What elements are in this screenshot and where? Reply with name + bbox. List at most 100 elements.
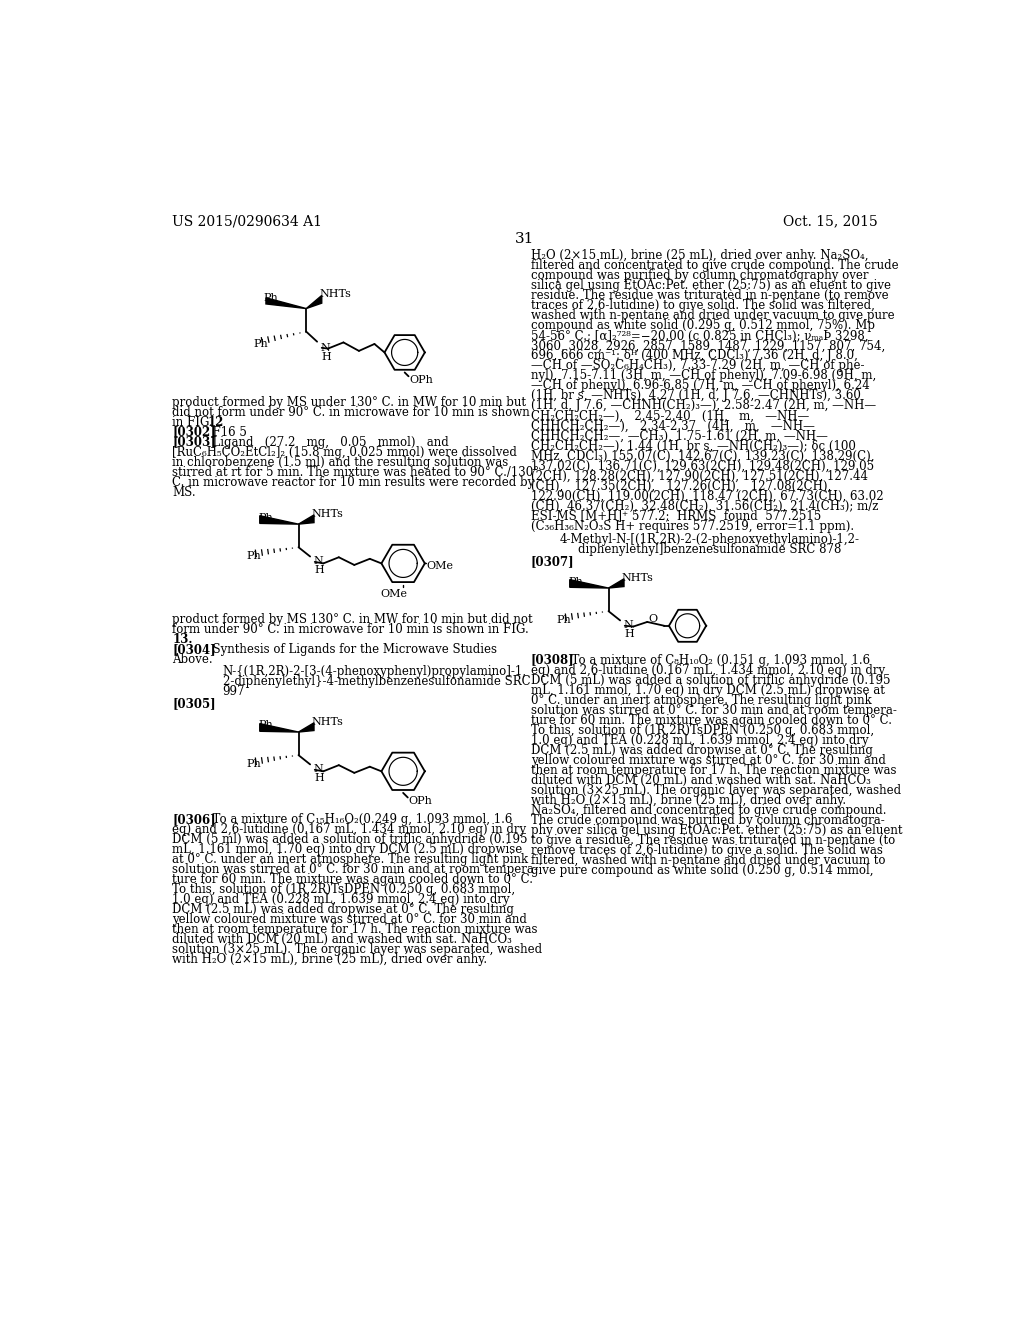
Text: 122.90(CH), 119.00(2CH), 118.47 (2CH), 67.73(CH), 63.02: 122.90(CH), 119.00(2CH), 118.47 (2CH), 6… [531,490,884,503]
Text: Ph: Ph [247,552,261,561]
Text: ture for 60 min. The mixture was again cooled down to 0° C.: ture for 60 min. The mixture was again c… [531,714,892,726]
Text: in FIG.: in FIG. [172,416,217,429]
Polygon shape [306,296,322,309]
Polygon shape [569,579,608,589]
Text: DCM (5 ml) was added a solution of triflic anhydride (0.195: DCM (5 ml) was added a solution of trifl… [172,833,527,846]
Text: diluted with DCM (20 mL) and washed with sat. NaHCO₃: diluted with DCM (20 mL) and washed with… [172,933,512,946]
Text: compound was purified by column chromatography over: compound was purified by column chromato… [531,269,868,282]
Text: 54-56° C.; [α]₂⁷²⁸=−20.00 (c 0.825 in CHCl₃); νₘₐϷ 3298,: 54-56° C.; [α]₂⁷²⁸=−20.00 (c 0.825 in CH… [531,330,868,342]
Text: ture for 60 min. The mixture was again cooled down to 0° C.: ture for 60 min. The mixture was again c… [172,873,534,886]
Text: 0° C. under an inert atmosphere. The resulting light pink: 0° C. under an inert atmosphere. The res… [531,693,871,706]
Text: Oct. 15, 2015: Oct. 15, 2015 [782,215,878,228]
Text: N: N [313,764,323,775]
Text: 31: 31 [515,231,535,246]
Text: at 0° C. under an inert atmosphere. The resulting light pink: at 0° C. under an inert atmosphere. The … [172,853,528,866]
Text: US 2015/0290634 A1: US 2015/0290634 A1 [172,215,323,228]
Text: N-{(1R,2R)-2-[3-(4-phenoxyphenyl)propylamino]-1,: N-{(1R,2R)-2-[3-(4-phenoxyphenyl)propyla… [222,665,526,678]
Text: [0308]: [0308] [531,653,574,667]
Text: H: H [314,774,324,783]
Text: remove traces of 2,6-lutidine) to give a solid. The solid was: remove traces of 2,6-lutidine) to give a… [531,843,883,857]
Text: 696, 666 cm⁻¹; δᴴ (400 MHz, CDCl₃) 7.36 (2H, d, J 8.0,: 696, 666 cm⁻¹; δᴴ (400 MHz, CDCl₃) 7.36 … [531,350,858,363]
Text: Ph: Ph [247,759,261,770]
Text: C. in microwave reactor for 10 min results were recorded by: C. in microwave reactor for 10 min resul… [172,475,535,488]
Text: MHz, CDCl₃) 155.07(C), 142.67(C), 139.23(C), 138.29(C),: MHz, CDCl₃) 155.07(C), 142.67(C), 139.23… [531,449,874,462]
Text: [0302]: [0302] [172,425,216,438]
Text: (C₃₆H₃₆N₂O₃S H+ requires 577.2519, error=1.1 ppm).: (C₃₆H₃₆N₂O₃S H+ requires 577.2519, error… [531,520,854,532]
Text: residue. The residue was triturated in n-pentane (to remove: residue. The residue was triturated in n… [531,289,889,302]
Text: traces of 2,6-lutidine) to give solid. The solid was filtered,: traces of 2,6-lutidine) to give solid. T… [531,300,874,313]
Text: 4-Methyl-N-[(1R,2R)-2-(2-phenoxyethylamino)-1,2-: 4-Methyl-N-[(1R,2R)-2-(2-phenoxyethylami… [559,533,859,545]
Text: 1.0 eq) and TEA (0.228 mL, 1.639 mmol, 2.4 eq) into dry: 1.0 eq) and TEA (0.228 mL, 1.639 mmol, 2… [531,734,868,747]
Text: with H₂O (2×15 mL), brine (25 mL), dried over anhy.: with H₂O (2×15 mL), brine (25 mL), dried… [172,953,487,966]
Text: 137.02(C), 136.71(C), 129.63(2CH), 129.48(2CH), 129.05: 137.02(C), 136.71(C), 129.63(2CH), 129.4… [531,459,874,473]
Text: NHTs: NHTs [622,573,653,582]
Text: silica gel using EtOAc:Pet. ether (25:75) as an eluent to give: silica gel using EtOAc:Pet. ether (25:75… [531,280,891,292]
Text: Ph: Ph [254,339,268,348]
Text: Ph: Ph [258,512,273,523]
Text: 2-diphenylethyl}-4-methylbenzenesulfonamide SRC: 2-diphenylethyl}-4-methylbenzenesulfonam… [222,675,530,688]
Polygon shape [260,516,299,524]
Text: NHTs: NHTs [319,289,351,300]
Text: CH₂CH₂CH₂—),   2.45-2.40   (1H,   m,   —NH—: CH₂CH₂CH₂—), 2.45-2.40 (1H, m, —NH— [531,409,809,422]
Text: 1.0 eq) and TEA (0.228 mL, 1.639 mmol, 2.4 eq) into dry: 1.0 eq) and TEA (0.228 mL, 1.639 mmol, 2… [172,892,510,906]
Text: Ph: Ph [557,615,571,624]
Text: OMe: OMe [380,589,408,599]
Text: The crude compound was purified by column chromatogra-: The crude compound was purified by colum… [531,813,885,826]
Text: product formed by MS 130° C. in MW for 10 min but did not: product formed by MS 130° C. in MW for 1… [172,612,532,626]
Text: phy over silica gel using EtOAc:Pet. ether (25:75) as an eluent: phy over silica gel using EtOAc:Pet. eth… [531,824,902,837]
Text: Above.: Above. [172,653,213,665]
Text: solution (3×25 mL). The organic layer was separated, washed: solution (3×25 mL). The organic layer wa… [531,784,901,797]
Text: yellow coloured mixture was stirred at 0° C. for 30 min and: yellow coloured mixture was stirred at 0… [531,754,886,767]
Text: To this, solution of (1R,2R)TsDPEN (0.250 g, 0.683 mmol,: To this, solution of (1R,2R)TsDPEN (0.25… [172,883,515,896]
Text: to give a residue. The residue was triturated in n-pentane (to: to give a residue. The residue was tritu… [531,834,895,846]
Text: [0306]: [0306] [172,813,216,826]
Text: filtered and concentrated to give crude compound. The crude: filtered and concentrated to give crude … [531,259,899,272]
Text: diphenylethyl]benzenesulfonamide SRC 878: diphenylethyl]benzenesulfonamide SRC 878 [578,543,841,556]
Text: —CH of —SO₂C₆H₄CH₃), 7.33-7.29 (2H, m, —CH of phe-: —CH of —SO₂C₆H₄CH₃), 7.33-7.29 (2H, m, —… [531,359,864,372]
Text: then at room temperature for 17 h. The reaction mixture was: then at room temperature for 17 h. The r… [172,923,538,936]
Polygon shape [299,515,314,524]
Text: solution was stirred at 0° C. for 30 min and at room tempera-: solution was stirred at 0° C. for 30 min… [531,704,897,717]
Text: with H₂O (2×15 mL), brine (25 mL), dried over anhy.: with H₂O (2×15 mL), brine (25 mL), dried… [531,793,846,807]
Text: DCM (2.5 mL) was added dropwise at 0° C. The resulting: DCM (2.5 mL) was added dropwise at 0° C.… [172,903,514,916]
Text: (1H, br s, —NHTs), 4.27 (1H, d, J 7.6, —CHNHTs), 3.60: (1H, br s, —NHTs), 4.27 (1H, d, J 7.6, —… [531,389,861,403]
Text: To a mixture of C₁₅H₁₆O₂(0.249 g, 1.093 mmol, 1.6: To a mixture of C₁₅H₁₆O₂(0.249 g, 1.093 … [205,813,512,826]
Text: compound as white solid (0.295 g, 0.512 mmol, 75%). Mp: compound as white solid (0.295 g, 0.512 … [531,319,874,333]
Text: mL, 1.161 mmol, 1.70 eq) in dry DCM (2.5 mL) dropwise at: mL, 1.161 mmol, 1.70 eq) in dry DCM (2.5… [531,684,885,697]
Text: diluted with DCM (20 mL) and washed with sat. NaHCO₃: diluted with DCM (20 mL) and washed with… [531,774,870,787]
Text: Ph: Ph [263,293,279,304]
Text: filtered, washed with n-pentane and dried under vacuum to: filtered, washed with n-pentane and drie… [531,854,886,867]
Polygon shape [299,723,314,733]
Text: NHTs: NHTs [311,717,343,726]
Text: Synthesis of Ligands for the Microwave Studies: Synthesis of Ligands for the Microwave S… [205,643,497,656]
Text: [0303]: [0303] [172,436,216,449]
Text: O: O [648,614,657,624]
Text: in chlorobenzene (1.5 ml) and the resulting solution was: in chlorobenzene (1.5 ml) and the result… [172,455,509,469]
Text: OPh: OPh [410,375,433,384]
Text: then at room temperature for 17 h. The reaction mixture was: then at room temperature for 17 h. The r… [531,763,896,776]
Text: N: N [313,557,323,566]
Text: CHHCH₂CH₂—),   2.34-2.37   (4H,   m,   —NH—: CHHCH₂CH₂—), 2.34-2.37 (4H, m, —NH— [531,420,815,433]
Text: did not form under 90° C. in microwave for 10 min is shown: did not form under 90° C. in microwave f… [172,405,530,418]
Text: F16 5: F16 5 [205,425,247,438]
Text: solution was stirred at 0° C. for 30 min and at room tempera-: solution was stirred at 0° C. for 30 min… [172,863,538,876]
Text: (2CH), 128.28(2CH), 127.90(2CH), 127.51(2CH), 127.44: (2CH), 128.28(2CH), 127.90(2CH), 127.51(… [531,470,868,483]
Text: H: H [624,628,634,639]
Text: OPh: OPh [409,796,432,807]
Text: yellow coloured mixture was stirred at 0° C. for 30 min and: yellow coloured mixture was stirred at 0… [172,913,527,927]
Polygon shape [260,723,299,733]
Text: H₂O (2×15 mL), brine (25 mL), dried over anhy. Na₂SO₄,: H₂O (2×15 mL), brine (25 mL), dried over… [531,249,868,263]
Text: DCM (5 mL) was added a solution of triflic anhydride (0.195: DCM (5 mL) was added a solution of trifl… [531,673,891,686]
Text: H: H [321,351,331,362]
Text: Ph: Ph [258,721,273,730]
Polygon shape [266,298,306,309]
Text: [RuC₆H₅CO₂EtCl₂]₂ (15.8 mg, 0.025 mmol) were dissolved: [RuC₆H₅CO₂EtCl₂]₂ (15.8 mg, 0.025 mmol) … [172,446,517,458]
Text: Ligand   (27.2   mg,   0.05   mmol)   and: Ligand (27.2 mg, 0.05 mmol) and [205,436,449,449]
Text: 997: 997 [222,685,245,698]
Text: .: . [219,416,222,429]
Text: NHTs: NHTs [311,508,343,519]
Text: 3060, 3028, 2926, 2857, 1589, 1487, 1229, 1157, 807, 754,: 3060, 3028, 2926, 2857, 1589, 1487, 1229… [531,339,886,352]
Text: Na₂SO₄, filtered and concentrated to give crude compound.: Na₂SO₄, filtered and concentrated to giv… [531,804,887,817]
Text: stirred at rt for 5 min. The mixture was heated to 90° C./130°: stirred at rt for 5 min. The mixture was… [172,466,540,479]
Text: N: N [321,343,330,354]
